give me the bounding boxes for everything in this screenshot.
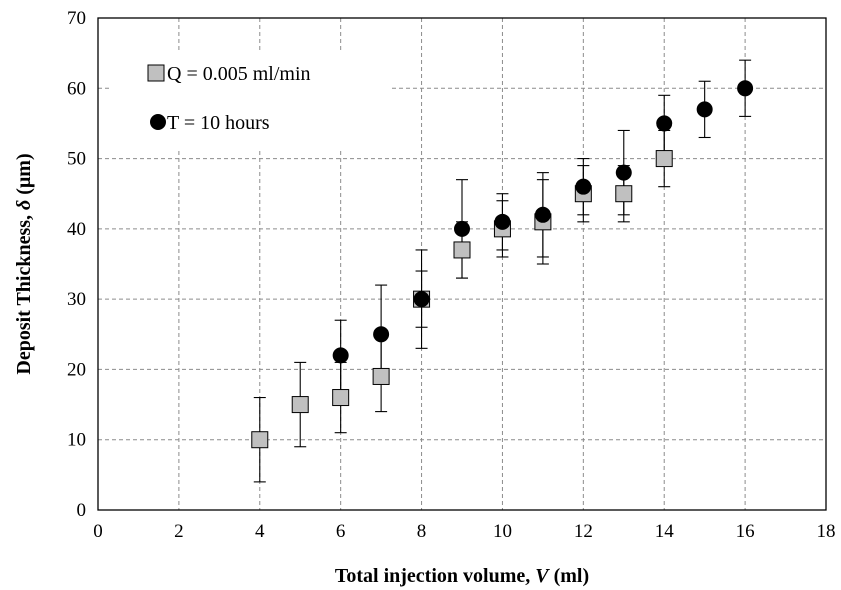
y-tick-label: 70: [67, 8, 86, 29]
x-tick-label: 12: [574, 521, 593, 542]
data-point-circle: [696, 101, 713, 118]
data-point-circle: [575, 178, 592, 195]
data-point-square: [372, 367, 390, 385]
y-axis-title: Deposit Thickness, δ (μm): [13, 153, 35, 374]
legend-label: T = 10 hours: [167, 112, 270, 134]
y-tick-label: 40: [67, 219, 86, 240]
data-point-circle: [737, 80, 754, 97]
y-tick-label: 0: [77, 500, 87, 521]
legend: Q = 0.005 ml/min T = 10 hours: [112, 50, 390, 150]
x-tick-label: 4: [255, 521, 265, 542]
markers: [251, 80, 754, 449]
legend-entry: Q = 0.005 ml/min: [147, 63, 311, 85]
x-tick-label: 14: [655, 521, 675, 542]
data-point-circle: [494, 213, 511, 230]
x-tick-label: 16: [736, 521, 755, 542]
y-tick-label: 50: [67, 149, 86, 170]
data-point-circle: [413, 291, 430, 308]
x-tick-label: 0: [93, 521, 103, 542]
data-point-square: [291, 396, 309, 414]
data-point-circle: [656, 115, 673, 132]
x-tick-label: 6: [336, 521, 346, 542]
data-point-circle: [332, 347, 349, 364]
y-tick-label: 20: [67, 359, 86, 380]
data-point-circle: [534, 206, 551, 223]
y-tick-label: 60: [67, 78, 86, 99]
legend-label: Q = 0.005 ml/min: [167, 63, 311, 85]
legend-circle-marker: [150, 114, 166, 130]
data-point-square: [615, 185, 633, 203]
legend-entry: T = 10 hours: [150, 112, 270, 134]
y-tick-label: 10: [67, 430, 86, 451]
plot-area: [97, 17, 827, 511]
y-tick-label: 30: [67, 289, 86, 310]
data-point-square: [655, 150, 673, 168]
data-point-square: [453, 241, 471, 259]
x-tick-label: 2: [174, 521, 184, 542]
x-tick-label: 18: [817, 521, 836, 542]
data-point-circle: [615, 164, 632, 181]
x-axis-title: Total injection volume, V (ml): [335, 565, 589, 587]
legend-square-marker: [147, 64, 165, 82]
data-point-circle: [373, 326, 390, 343]
x-tick-label: 10: [493, 521, 512, 542]
tick-labels: 0 2 4 6 8 10 12 14 16 18 0 10 20 30 40 50 60 70: [67, 8, 836, 542]
x-tick-label: 8: [417, 521, 427, 542]
data-point-circle: [454, 220, 470, 237]
data-point-square: [251, 431, 269, 449]
data-point-square: [332, 389, 350, 407]
